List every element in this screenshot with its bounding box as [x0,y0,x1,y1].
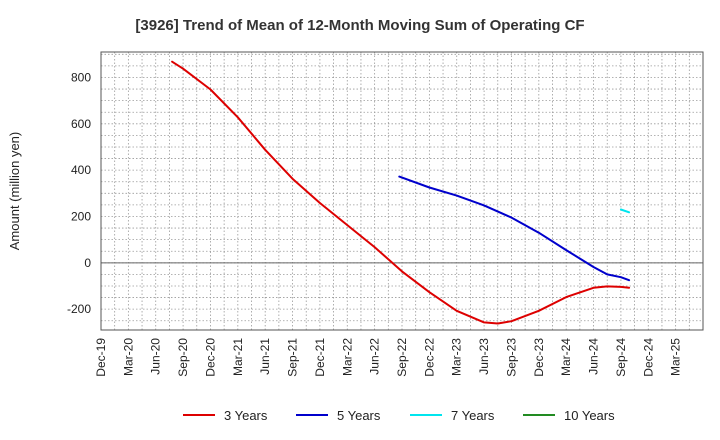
x-tick-label: Mar-23 [450,338,464,376]
x-tick-label: Jun-20 [149,338,163,375]
y-tick-label: 800 [71,70,91,84]
x-tick-label: Dec-23 [532,338,546,377]
series-line-5-years [398,175,631,282]
x-tick-label: Sep-21 [286,338,300,377]
grid [100,52,704,330]
plot-frame [100,51,704,331]
legend-label-7-years: 7 Years [451,408,495,423]
x-tick-label: Sep-24 [614,338,628,377]
y-tick-label: 400 [71,163,91,177]
x-tick-label: Jun-21 [258,338,272,375]
x-tick-label: Dec-22 [422,338,436,377]
series-line-3-years [171,60,631,325]
chart-title: [3926] Trend of Mean of 12-Month Moving … [135,17,584,34]
y-tick-label: 600 [71,117,91,131]
x-tick-label: Sep-20 [176,338,190,377]
x-tick-label: Sep-22 [395,338,409,377]
x-tick-label: Sep-23 [504,338,518,377]
x-tick-label: Dec-19 [94,338,108,377]
y-tick-label: 200 [71,209,91,223]
x-tick-label: Jun-23 [477,338,491,375]
x-tick-label: Mar-21 [231,338,245,376]
x-tick-label: Mar-24 [559,338,573,376]
legend: 3 Years 5 Years 7 Years 10 Years [183,408,615,423]
legend-label-3-years: 3 Years [224,408,268,423]
legend-label-5-years: 5 Years [337,408,381,423]
y-tick-label: 0 [84,256,91,270]
x-tick-label: Jun-22 [368,338,382,375]
x-tick-label: Mar-25 [669,338,683,376]
x-tick-label: Mar-22 [340,338,354,376]
y-tick-label: -200 [67,302,91,316]
x-tick-label: Dec-20 [203,338,217,377]
y-axis-ticks: -200 0 200 400 600 800 [67,70,91,316]
series-line-7-years [619,208,631,214]
x-tick-label: Dec-24 [641,338,655,377]
series [171,60,631,325]
x-tick-label: Mar-20 [121,338,135,376]
x-tick-label: Dec-21 [313,338,327,377]
x-axis-ticks: Dec-19 Mar-20 Jun-20 Sep-20 Dec-20 Mar-21 Jun-… [94,338,683,377]
y-axis-label: Amount (million yen) [7,132,22,251]
x-tick-label: Jun-24 [587,338,601,375]
legend-label-10-years: 10 Years [564,408,615,423]
